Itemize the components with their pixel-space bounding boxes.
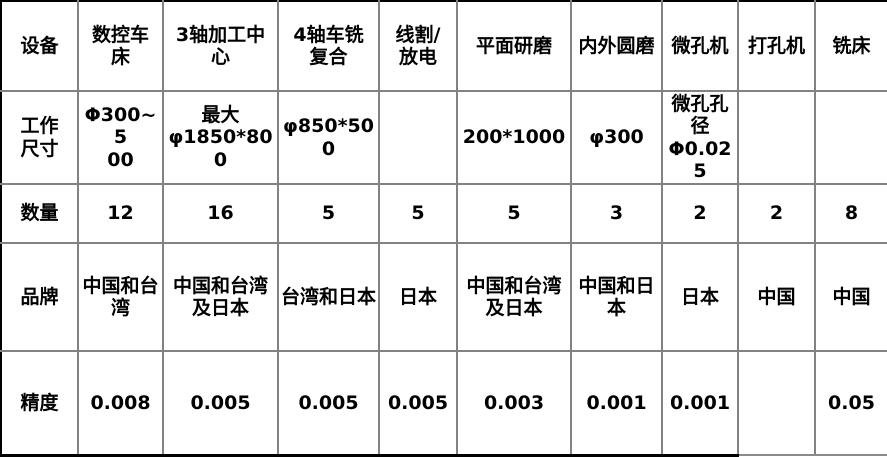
data-cell: 0.003	[456, 350, 572, 457]
data-cell: 200*1000	[456, 90, 572, 185]
data-cell: 2	[661, 183, 739, 244]
data-cell	[737, 350, 816, 456]
row-label-brand: 品牌	[0, 242, 79, 352]
data-cell: 5	[456, 183, 572, 244]
data-cell	[378, 90, 458, 185]
data-cell: 8	[814, 183, 887, 244]
data-cell	[814, 90, 887, 185]
header-cell-drilling-machine: 打孔机	[737, 0, 816, 92]
data-cell: 台湾和日本	[277, 242, 380, 352]
row-label-work-size: 工作 尺寸	[0, 90, 79, 185]
header-cell-cnc-lathe: 数控车 床	[77, 0, 164, 92]
data-cell: 0.005	[162, 350, 279, 457]
header-cell-equipment: 设备	[0, 0, 79, 92]
data-cell: φ850*500	[277, 90, 380, 185]
data-cell	[737, 90, 816, 185]
data-cell: 中国和台 湾	[77, 242, 164, 352]
data-cell: 日本	[661, 242, 739, 352]
header-cell-surface-grinding: 平面研磨	[456, 0, 572, 92]
data-cell: 0.001	[661, 350, 739, 457]
header-cell-3axis-machining-center: 3轴加工中 心	[162, 0, 279, 92]
row-quantity: 数量 12 16 5 5 5 3 2 2 8	[0, 183, 887, 244]
row-precision: 精度 0.008 0.005 0.005 0.005 0.003 0.001 0…	[0, 350, 887, 457]
data-cell: 最大 φ1850*800	[162, 90, 279, 185]
data-cell: 5	[378, 183, 458, 244]
header-cell-4axis-turn-mill: 4轴车铣 复合	[277, 0, 380, 92]
row-work-size: 工作 尺寸 Φ300~5 00 最大 φ1850*800 φ850*500 20…	[0, 90, 887, 185]
header-cell-milling-machine: 铣床	[814, 0, 887, 92]
row-label-quantity: 数量	[0, 183, 79, 244]
header-row: 设备 数控车 床 3轴加工中 心 4轴车铣 复合 线割/ 放电 平面研磨 内外圆…	[0, 0, 887, 92]
data-cell: 0.001	[570, 350, 663, 457]
data-cell: 3	[570, 183, 663, 244]
data-cell: 5	[277, 183, 380, 244]
data-cell: 0.005	[277, 350, 380, 457]
data-cell: 日本	[378, 242, 458, 352]
data-cell: 12	[77, 183, 164, 244]
data-cell: 中国和日 本	[570, 242, 663, 352]
data-cell: Φ300~5 00	[77, 90, 164, 185]
row-label-precision: 精度	[0, 350, 79, 457]
data-cell: 微孔孔径 Φ0.025	[661, 90, 739, 185]
data-cell: 0.008	[77, 350, 164, 457]
data-cell: 中国和台湾 及日本	[456, 242, 572, 352]
data-cell: 中国	[814, 242, 887, 352]
header-cell-cylindrical-grinding: 内外圆磨	[570, 0, 663, 92]
data-cell: 中国	[737, 242, 816, 352]
data-cell: φ300	[570, 90, 663, 185]
data-cell: 0.05	[814, 350, 887, 456]
header-cell-micro-hole-machine: 微孔机	[661, 0, 739, 92]
data-cell: 2	[737, 183, 816, 244]
header-cell-wire-edm: 线割/ 放电	[378, 0, 458, 92]
data-cell: 16	[162, 183, 279, 244]
data-cell: 0.005	[378, 350, 458, 457]
row-brand: 品牌 中国和台 湾 中国和台湾 及日本 台湾和日本 日本 中国和台湾 及日本 中…	[0, 242, 887, 352]
data-cell: 中国和台湾 及日本	[162, 242, 279, 352]
